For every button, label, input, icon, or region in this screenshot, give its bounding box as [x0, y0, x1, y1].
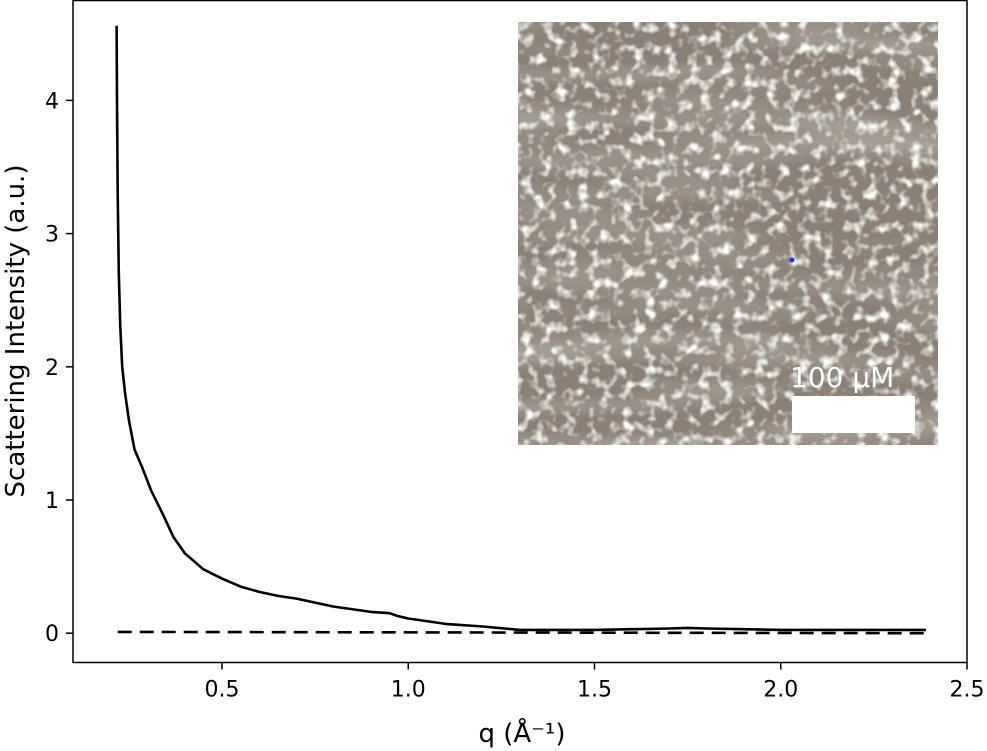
y-tick-label: 1 — [45, 489, 59, 514]
micrograph-blue-dot — [789, 257, 795, 263]
micrograph-bright-particles — [518, 22, 938, 445]
y-tick-label: 3 — [45, 223, 59, 248]
x-tick-label: 2.5 — [950, 678, 985, 703]
baseline-dashed-line — [117, 630, 927, 635]
x-tick-label: 0.5 — [205, 678, 240, 703]
x-axis-ticks: 0.5 1.0 1.5 2.0 2.5 — [205, 662, 985, 703]
y-tick-label: 0 — [45, 622, 59, 647]
x-tick-label: 2.0 — [763, 678, 798, 703]
y-axis-label: Scattering Intensity (a.u.) — [1, 165, 31, 498]
y-axis-ticks: 0 1 2 3 4 — [45, 89, 73, 647]
y-tick-label: 2 — [45, 356, 59, 381]
x-axis-label: q (Å⁻¹) — [479, 717, 566, 749]
scale-bar — [792, 396, 915, 433]
inset-micrograph — [518, 22, 938, 445]
x-tick-label: 1.5 — [577, 678, 612, 703]
x-tick-label: 1.0 — [391, 678, 426, 703]
plot-frame — [72, 0, 968, 664]
intensity-curve — [115, 25, 926, 632]
scale-bar-label: 100 μM — [790, 361, 894, 394]
y-tick-label: 4 — [45, 89, 59, 114]
